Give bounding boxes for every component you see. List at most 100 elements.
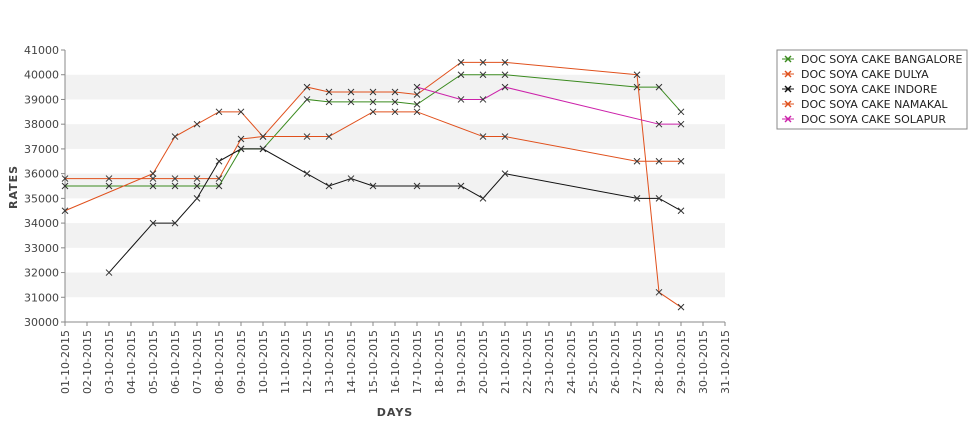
data-point [259, 133, 267, 140]
data-point [391, 108, 399, 116]
legend-label: DOC SOYA CAKE BANGALORE [801, 53, 962, 66]
data-point [479, 195, 487, 202]
grid-band [65, 74, 725, 100]
data-point [149, 170, 157, 177]
data-point [633, 83, 641, 91]
legend-label: DOC SOYA CAKE INDORE [801, 83, 937, 96]
data-point [215, 157, 223, 165]
data-point [237, 145, 245, 153]
data-point [105, 175, 113, 182]
data-point [413, 83, 421, 91]
y-tick-label: 41000 [24, 44, 59, 57]
y-tick-label: 36000 [24, 168, 59, 181]
data-point [655, 195, 663, 202]
x-axis: 01-10-2015 02-10-2015 03-10-2015 04-10-2015… [59, 321, 732, 394]
data-point [677, 108, 685, 116]
x-tick-label: 15-10-2015 [367, 330, 380, 394]
data-point [369, 108, 377, 116]
series-line [65, 61, 682, 308]
x-tick-label: 23-10-2015 [543, 330, 556, 394]
data-point [501, 83, 509, 91]
data-point [347, 88, 355, 96]
legend-label: DOC SOYA CAKE DULYA [801, 68, 929, 81]
y-tick-label: 33000 [24, 242, 59, 255]
legend-item: DOC SOYA CAKE SOLAPUR [782, 113, 946, 126]
data-point [633, 195, 641, 202]
data-point [149, 182, 157, 190]
data-point [413, 182, 421, 190]
series-layer [61, 59, 685, 311]
data-point [347, 98, 355, 106]
x-tick-label: 17-10-2015 [411, 330, 424, 394]
data-point [347, 175, 355, 182]
data-point [325, 133, 333, 140]
data-point [677, 303, 685, 311]
grid-band [65, 223, 725, 248]
x-tick-label: 14-10-2015 [345, 330, 358, 394]
data-point [171, 219, 179, 227]
data-point [259, 145, 267, 153]
data-point [479, 59, 487, 66]
x-tick-label: 18-10-2015 [433, 330, 446, 394]
data-point [391, 98, 399, 106]
x-tick-label: 27-10-2015 [631, 330, 644, 394]
data-point [479, 133, 487, 140]
x-tick-label: 04-10-2015 [125, 330, 138, 394]
legend-item: DOC SOYA CAKE NAMAKAL [782, 98, 948, 111]
x-tick-label: 22-10-2015 [521, 330, 534, 394]
x-tick-label: 13-10-2015 [323, 330, 336, 394]
data-point [677, 120, 685, 128]
data-point [501, 59, 509, 66]
x-tick-label: 31-10-2015 [719, 330, 732, 394]
data-point [369, 88, 377, 96]
data-point [457, 59, 465, 66]
x-tick-label: 08-10-2015 [213, 330, 226, 394]
data-point [457, 96, 465, 103]
x-tick-label: 03-10-2015 [103, 330, 116, 394]
x-tick-label: 02-10-2015 [81, 330, 94, 394]
series-5 [413, 83, 685, 128]
x-tick-label: 01-10-2015 [59, 330, 72, 394]
data-point [677, 207, 685, 215]
x-tick-label: 21-10-2015 [499, 330, 512, 394]
series-4 [61, 108, 685, 215]
data-point [479, 71, 487, 79]
data-point [171, 133, 179, 140]
data-point [369, 98, 377, 106]
data-point [655, 120, 663, 128]
y-tick-label: 32000 [24, 267, 59, 280]
data-point [105, 269, 113, 276]
data-point [325, 182, 333, 190]
data-point [171, 182, 179, 190]
data-point [677, 157, 685, 165]
y-tick-label: 35000 [24, 192, 59, 205]
data-point [655, 288, 663, 296]
y-tick-label: 38000 [24, 118, 59, 131]
y-tick-label: 39000 [24, 93, 59, 106]
grid-band [65, 124, 725, 149]
series-3 [105, 145, 685, 276]
legend-item: DOC SOYA CAKE INDORE [782, 83, 937, 96]
x-tick-label: 07-10-2015 [191, 330, 204, 394]
data-point [149, 219, 157, 227]
x-tick-label: 30-10-2015 [697, 330, 710, 394]
data-point [215, 182, 223, 190]
x-tick-label: 06-10-2015 [169, 330, 182, 394]
data-point [149, 175, 157, 182]
data-point [479, 96, 487, 103]
x-tick-label: 29-10-2015 [675, 330, 688, 394]
data-point [193, 182, 201, 190]
x-axis-title: DAYS [377, 406, 413, 419]
x-tick-label: 24-10-2015 [565, 330, 578, 394]
x-tick-label: 26-10-2015 [609, 330, 622, 394]
data-point [105, 182, 113, 190]
data-point [655, 157, 663, 165]
data-point [413, 91, 421, 98]
legend-item: DOC SOYA CAKE BANGALORE [782, 53, 962, 66]
y-tick-label: 37000 [24, 143, 59, 156]
data-point [303, 83, 311, 91]
data-point [391, 88, 399, 96]
x-tick-label: 25-10-2015 [587, 330, 600, 394]
legend-label: DOC SOYA CAKE NAMAKAL [801, 98, 948, 111]
series-line [416, 86, 681, 125]
